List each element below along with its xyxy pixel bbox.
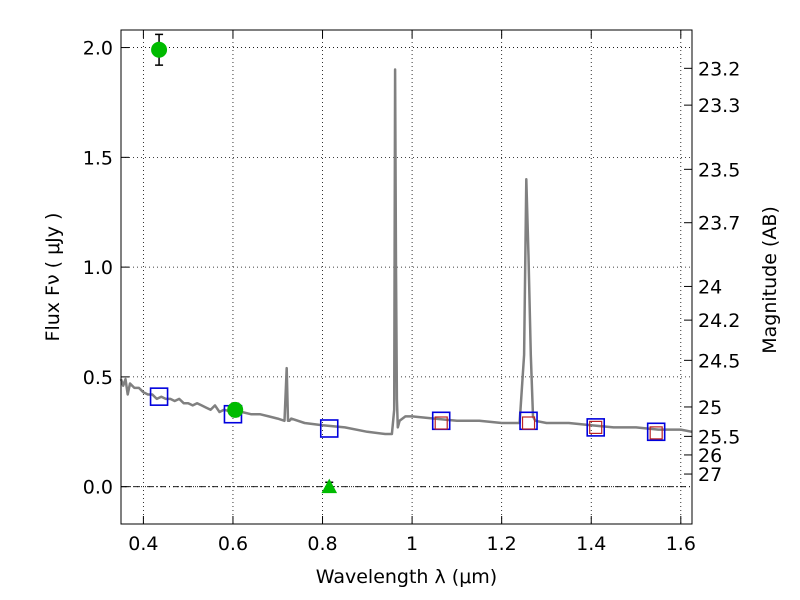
x-tick-label: 1	[406, 533, 418, 555]
plot-frame	[120, 29, 693, 525]
photometry-square-marker	[646, 422, 666, 442]
mag-tick-label: 27	[698, 464, 722, 486]
x-tick-label: 1.6	[666, 533, 696, 555]
mag-tick-label: 23.5	[698, 159, 740, 181]
x-tick-label: 0.8	[307, 533, 337, 555]
photometry-circle-marker	[227, 401, 244, 418]
photometry-triangle-marker	[321, 478, 338, 494]
x-tick-label: 1.4	[576, 533, 606, 555]
model-spectrum	[119, 68, 693, 436]
mag-tick-label: 23.3	[698, 95, 740, 117]
mag-tick-label: 24.2	[698, 310, 740, 332]
photometry-square-marker	[586, 418, 606, 437]
mag-tick-label: 26	[698, 445, 722, 467]
x-axis-title: Wavelength λ (μm)	[316, 566, 497, 588]
mag-tick-label: 24	[698, 276, 722, 298]
y-tick-label: 2.0	[83, 38, 113, 60]
photometry-square-marker	[319, 419, 339, 438]
mag-tick-label: 23.7	[698, 213, 740, 235]
y-axis-title: Flux Fν ( μJy )	[42, 213, 64, 342]
y2-axis-title: Magnitude (AB)	[759, 206, 781, 354]
y-tick-label: 1.5	[83, 147, 113, 169]
axis-ticks: 0.4 0.6 0.8 1 1.2 1.4 1.6 0.0 0.5 1.0 1.5 2.0 23.2 23…	[83, 30, 740, 555]
x-tick-label: 1.2	[487, 533, 517, 555]
photometry-points	[149, 33, 666, 494]
mag-tick-label: 25	[698, 397, 722, 419]
spectrum-line	[119, 68, 693, 436]
photometry-circle-marker	[151, 41, 168, 58]
mag-tick-label: 25.5	[698, 426, 740, 448]
y-tick-label: 0.0	[83, 477, 113, 499]
model-square-marker	[589, 420, 603, 434]
model-square-marker	[521, 416, 536, 430]
y-tick-label: 1.0	[83, 257, 113, 279]
x-tick-label: 0.4	[128, 533, 158, 555]
model-square-marker	[434, 416, 448, 430]
x-tick-label: 0.6	[218, 533, 248, 555]
y-tick-label: 0.5	[83, 367, 113, 389]
mag-tick-label: 24.5	[698, 350, 740, 372]
model-square-marker	[649, 426, 663, 440]
mag-tick-label: 23.2	[698, 58, 740, 80]
photometry-square-marker	[149, 387, 169, 406]
